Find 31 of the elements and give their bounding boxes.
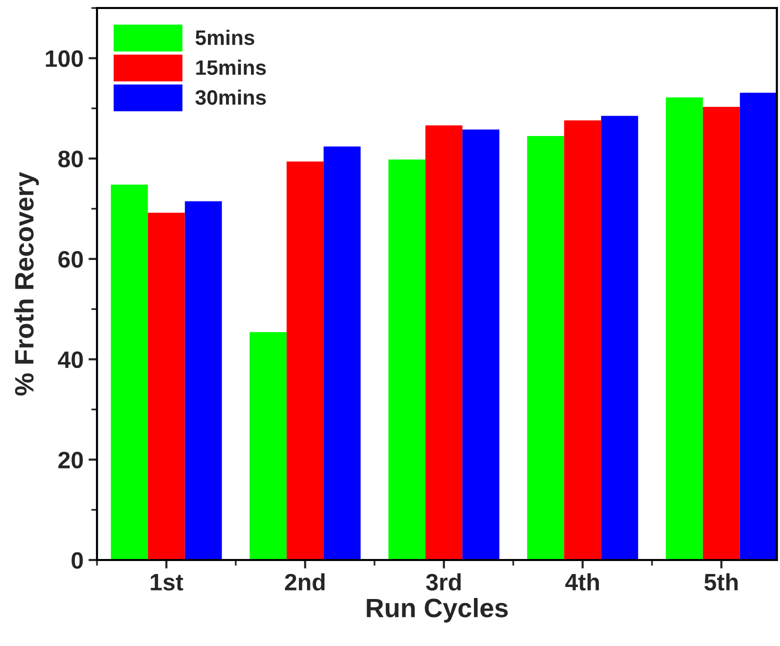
bar [184, 201, 222, 560]
bar [462, 129, 500, 560]
x-tick-label: 5th [704, 573, 738, 591]
y-tick-label: 0 [72, 552, 83, 569]
legend-label: 15mins [196, 60, 266, 75]
bar [324, 146, 361, 560]
bar [148, 212, 185, 560]
legend-label: 30mins [195, 90, 266, 105]
bar [666, 97, 703, 560]
y-tick-label: 80 [58, 150, 83, 168]
bar [425, 125, 462, 560]
x-tick-label: 2nd [284, 573, 325, 591]
legend-label: 5mins [196, 30, 254, 46]
y-tick-label: 60 [58, 250, 83, 268]
bar [601, 116, 638, 560]
bar [702, 106, 740, 560]
x-tick-label: 4th [565, 573, 599, 591]
bar [110, 184, 148, 560]
x-axis-title: Run Cycles [366, 598, 508, 623]
x-tick-label: 3rd [426, 573, 461, 591]
bar [250, 332, 287, 560]
bar [564, 120, 602, 560]
bar [527, 136, 564, 560]
y-tick-label: 100 [46, 50, 83, 67]
y-tick-label: 40 [58, 351, 83, 368]
y-tick-label: 20 [58, 452, 83, 468]
bar [740, 92, 777, 560]
bar [388, 160, 426, 560]
bar [286, 162, 324, 560]
x-tick-label: 1st [150, 574, 184, 591]
y-axis-title: % Froth Recovery [14, 172, 39, 396]
